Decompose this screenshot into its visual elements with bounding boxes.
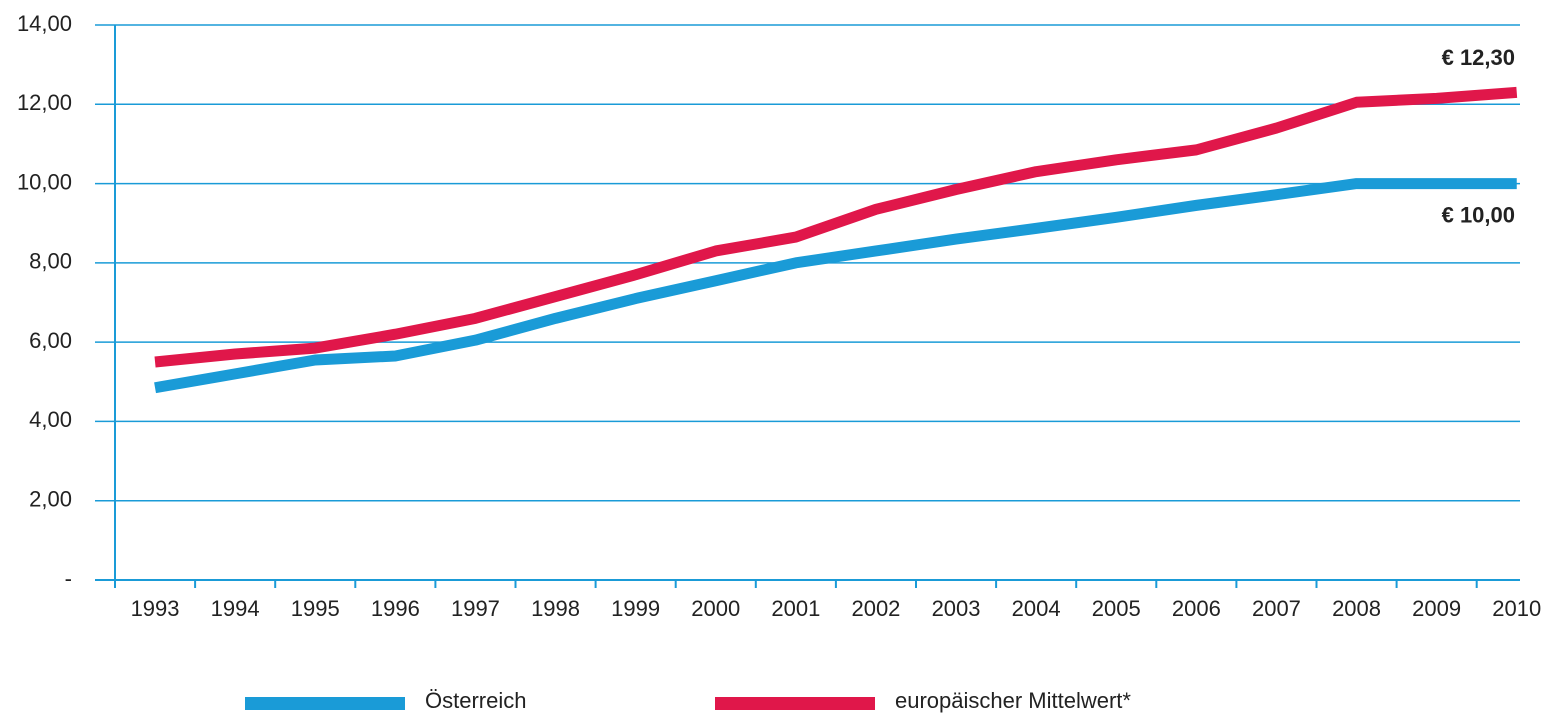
y-tick-label: 2,00 xyxy=(29,487,72,512)
x-tick-label: 1996 xyxy=(371,596,420,621)
x-tick-label: 1993 xyxy=(131,596,180,621)
y-tick-label: 14,00 xyxy=(17,11,72,36)
y-tick-label: - xyxy=(65,566,72,591)
annotation: € 10,00 xyxy=(1442,202,1515,227)
x-tick-label: 2002 xyxy=(851,596,900,621)
x-tick-label: 2003 xyxy=(932,596,981,621)
y-tick-label: 4,00 xyxy=(29,407,72,432)
legend-swatch xyxy=(245,697,405,710)
series-line xyxy=(154,178,1517,394)
legend-label: Österreich xyxy=(425,688,526,713)
x-tick-label: 2009 xyxy=(1412,596,1461,621)
x-tick-label: 2010 xyxy=(1492,596,1541,621)
x-tick-label: 2006 xyxy=(1172,596,1221,621)
y-tick-label: 12,00 xyxy=(17,90,72,115)
x-tick-label: 2007 xyxy=(1252,596,1301,621)
annotation: € 12,30 xyxy=(1442,45,1515,70)
x-tick-label: 1997 xyxy=(451,596,500,621)
x-tick-label: 2001 xyxy=(771,596,820,621)
x-tick-label: 1998 xyxy=(531,596,580,621)
x-tick-label: 2005 xyxy=(1092,596,1141,621)
y-tick-label: 10,00 xyxy=(17,169,72,194)
x-tick-label: 1999 xyxy=(611,596,660,621)
x-tick-label: 2004 xyxy=(1012,596,1061,621)
y-tick-label: 8,00 xyxy=(29,249,72,274)
legend-swatch xyxy=(715,697,875,710)
series-line xyxy=(154,86,1518,368)
x-tick-label: 2008 xyxy=(1332,596,1381,621)
legend-label: europäischer Mittelwert* xyxy=(895,688,1131,713)
x-tick-label: 1995 xyxy=(291,596,340,621)
y-tick-label: 6,00 xyxy=(29,328,72,353)
x-tick-label: 1994 xyxy=(211,596,260,621)
x-tick-label: 2000 xyxy=(691,596,740,621)
